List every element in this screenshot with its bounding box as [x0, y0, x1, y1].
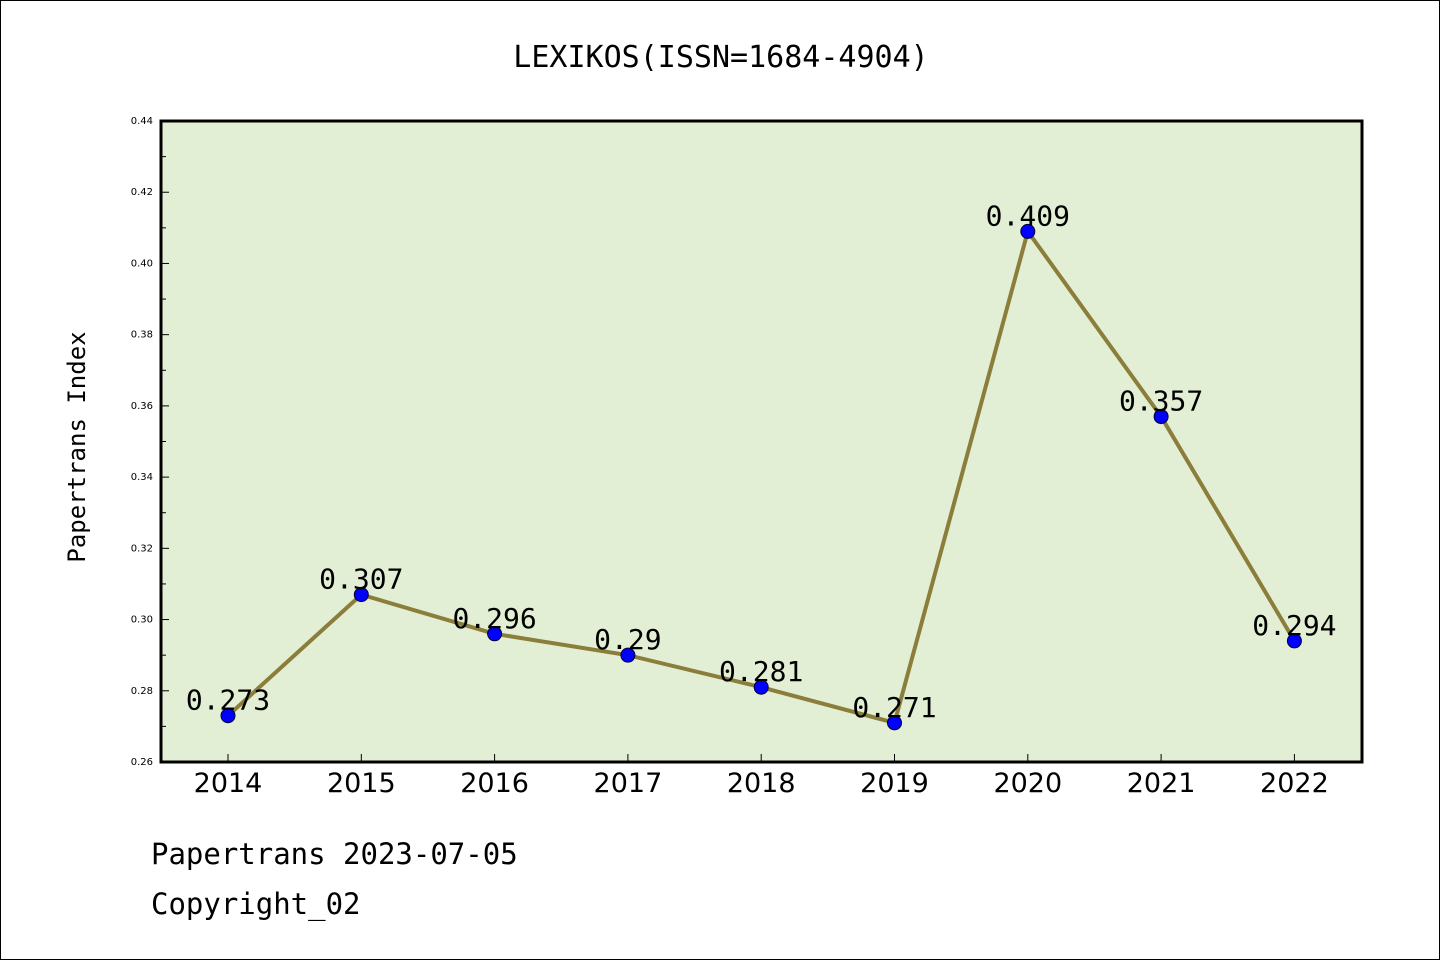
- plot-frame: [159, 119, 1364, 764]
- x-tick-label: 2014: [194, 768, 263, 799]
- y-tick-label: 0.28: [131, 686, 153, 697]
- data-label: 0.281: [719, 655, 803, 688]
- x-tick-label: 2017: [594, 768, 663, 799]
- data-label: 0.296: [452, 602, 536, 635]
- data-point: [620, 647, 636, 663]
- x-tick-label: 2018: [727, 768, 796, 799]
- data-point: [487, 626, 503, 642]
- x-tick-label: 2021: [1127, 768, 1196, 799]
- axis-ticks: 0.26 0.28 0.30 0.32 0.34 0.36 0.38 0.40 0.42 0.44…: [131, 116, 1329, 799]
- data-label: 0.357: [1119, 385, 1203, 418]
- chart-title: LEXIKOS(ISSN=1684-4904): [513, 40, 928, 75]
- y-tick-label: 0.40: [131, 258, 153, 269]
- data-point: [887, 715, 902, 731]
- data-point: [753, 679, 769, 695]
- data-label: 0.409: [986, 199, 1070, 232]
- y-tick-label: 0.34: [131, 472, 153, 483]
- x-tick-label: 2020: [993, 768, 1062, 799]
- data-point: [1286, 633, 1302, 649]
- y-tick-label: 0.44: [131, 116, 153, 127]
- data-label-group: 0.273 0.307 0.296 0.29 0.281 0.271 0.409 0.357 0…: [186, 199, 1337, 723]
- y-tick-label: 0.36: [131, 401, 153, 412]
- y-axis-label: Papertrans Index: [63, 331, 91, 562]
- x-tick-label: 2015: [327, 768, 396, 799]
- footer-source: Papertrans 2023-07-05: [151, 837, 518, 871]
- x-tick-label: 2019: [860, 768, 929, 799]
- data-point: [220, 708, 236, 724]
- data-label: 0.271: [852, 691, 936, 724]
- x-tick-label: 2016: [460, 768, 529, 799]
- data-point: [1153, 409, 1169, 425]
- data-label: 0.294: [1252, 609, 1336, 642]
- x-tick-label: 2022: [1260, 768, 1329, 799]
- y-tick-label: 0.26: [131, 757, 153, 768]
- plot-area: [161, 121, 1362, 762]
- data-point: [353, 587, 369, 603]
- y-tick-label: 0.32: [131, 543, 153, 554]
- data-point: [1020, 223, 1036, 239]
- y-tick-label: 0.42: [131, 187, 153, 198]
- y-tick-label: 0.38: [131, 330, 153, 341]
- data-point-group: [220, 223, 1302, 731]
- y-tick-label: 0.30: [131, 615, 153, 626]
- data-label: 0.307: [319, 563, 403, 596]
- data-label: 0.273: [186, 684, 270, 717]
- data-label: 0.29: [594, 623, 661, 656]
- footer-copyright: Copyright_02: [151, 887, 361, 921]
